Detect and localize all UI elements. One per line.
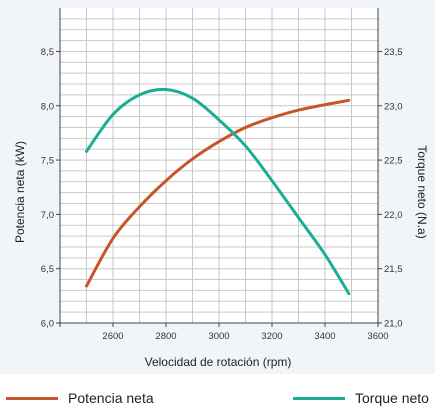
y-axis-left-label: Potencia neta (kW) [13,141,27,243]
series-line-torque [85,87,351,296]
y-right-tick-label: 21,5 [384,264,403,275]
legend-swatch-torque [293,396,345,400]
series-layer [85,87,351,296]
x-axis-label: Velocidad de rotación (rpm) [145,355,292,369]
x-tick-label: 2600 [102,331,123,342]
y-left-tick-label: 6,0 [41,319,54,330]
y-left-tick-label: 8,5 [41,47,54,58]
x-tick-label: 2800 [155,331,176,342]
y-right-tick-label: 22,0 [384,210,403,221]
legend-label-torque: Torque neto [355,390,429,406]
tick-labels: 2600 2800 3000 3200 3400 3600 6,0 6,5 7,0 7,5 8,0 8… [41,47,403,342]
y-right-tick-label: 23,5 [384,47,403,58]
y-left-tick-label: 7,0 [41,210,54,221]
legend: Potencia neta Torque neto [0,390,435,414]
x-tick-label: 3400 [314,331,335,342]
x-tick-label: 3000 [208,331,229,342]
legend-label-potencia: Potencia neta [68,390,154,406]
y-left-tick-label: 6,5 [41,264,54,275]
grid-lines [60,8,378,323]
y-right-tick-label: 23,0 [384,101,403,112]
y-right-tick-label: 22,5 [384,156,403,167]
x-tick-label: 3600 [367,331,388,342]
legend-item-torque: Torque neto [293,390,429,406]
axes [56,8,382,327]
y-left-tick-label: 7,5 [41,156,54,167]
y-left-tick-label: 8,0 [41,101,54,112]
y-right-tick-label: 21,0 [384,319,403,330]
chart-svg: 2600 2800 3000 3200 3400 3600 6,0 6,5 7,0 7,5 8,0 8… [13,8,429,369]
legend-item-potencia: Potencia neta [6,390,154,406]
legend-swatch-potencia [6,396,58,400]
chart-panel: 2600 2800 3000 3200 3400 3600 6,0 6,5 7,0 7,5 8,0 8… [0,0,435,374]
series-line-potencia [85,98,351,288]
y-axis-right-label: Torque neto (N.a) [415,145,429,238]
x-tick-label: 3200 [261,331,282,342]
